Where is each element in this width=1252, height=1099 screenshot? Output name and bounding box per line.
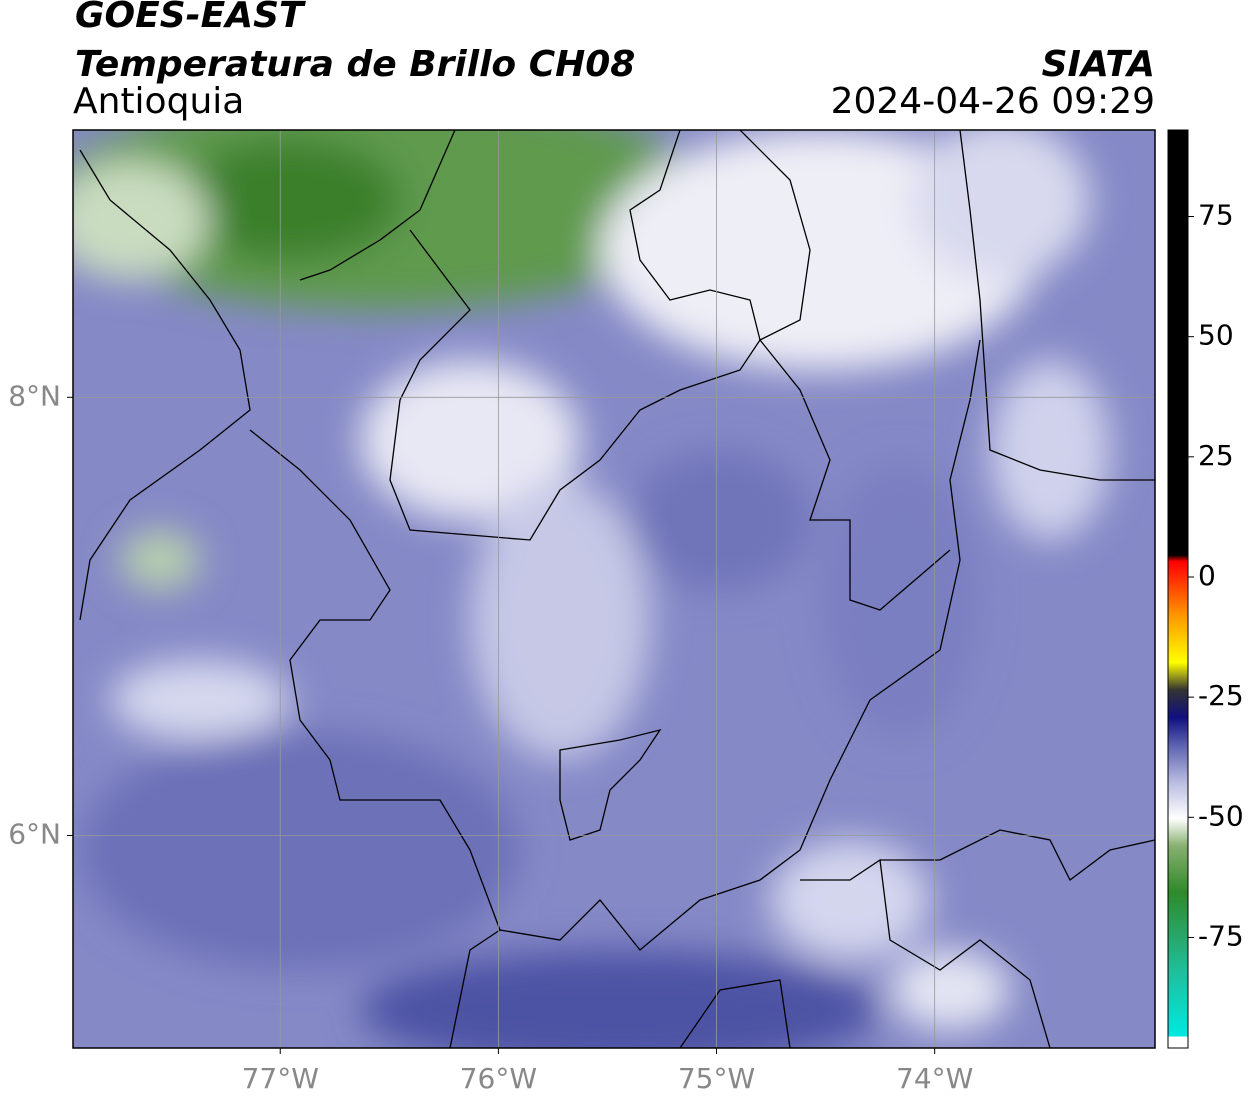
x-tick-label: 77°W	[242, 1062, 319, 1095]
colorbar-tick-label: 25	[1198, 439, 1234, 472]
product-title: Temperatura de Brillo CH08	[75, 44, 635, 85]
x-tick-label: 75°W	[678, 1062, 755, 1095]
colorbar	[1167, 129, 1189, 1049]
timestamp: 2024-04-26 09:29	[831, 81, 1155, 122]
region-label: Antioquia	[73, 81, 244, 122]
y-tick-label: 6°N	[8, 817, 61, 850]
colorbar-tick-label: 0	[1198, 559, 1216, 592]
x-tick-label: 74°W	[896, 1062, 973, 1095]
colorbar-tick-label: -75	[1198, 919, 1244, 952]
colorbar-tick-label: 75	[1198, 199, 1234, 232]
satellite-title: GOES-EAST	[75, 0, 306, 36]
colorbar-tick-label: 50	[1198, 319, 1234, 352]
x-tick-label: 76°W	[460, 1062, 537, 1095]
borders	[79, 130, 1155, 1048]
map-frame	[72, 129, 1156, 1049]
colorbar-tick-label: -50	[1198, 799, 1244, 832]
agency-label: SIATA	[1042, 44, 1155, 85]
colorbar-tick-label: -25	[1198, 679, 1244, 712]
y-tick-label: 8°N	[8, 379, 61, 412]
satellite-image	[73, 130, 1155, 1048]
graticule	[73, 130, 1155, 1048]
